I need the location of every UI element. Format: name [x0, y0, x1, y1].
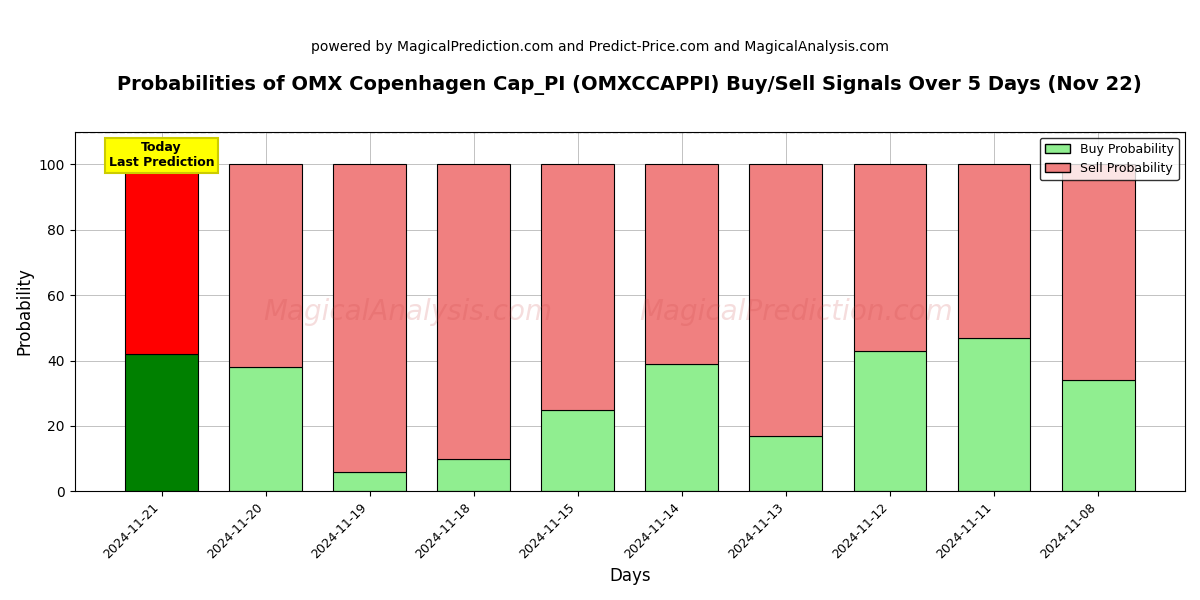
Bar [334, 472, 406, 491]
Bar [750, 164, 822, 436]
Legend: Buy Probability, Sell Probability: Buy Probability, Sell Probability [1040, 138, 1178, 180]
Bar [958, 164, 1031, 338]
Text: powered by MagicalPrediction.com and Predict-Price.com and MagicalAnalysis.com: powered by MagicalPrediction.com and Pre… [311, 40, 889, 54]
Text: MagicalAnalysis.com: MagicalAnalysis.com [263, 298, 552, 326]
Bar [541, 410, 614, 491]
Bar [437, 458, 510, 491]
Bar [229, 367, 302, 491]
Bar [958, 338, 1031, 491]
Bar [750, 436, 822, 491]
Title: Probabilities of OMX Copenhagen Cap_PI (OMXCCAPPI) Buy/Sell Signals Over 5 Days : Probabilities of OMX Copenhagen Cap_PI (… [118, 75, 1142, 95]
Bar [1062, 164, 1134, 380]
X-axis label: Days: Days [610, 567, 650, 585]
Bar [125, 164, 198, 354]
Bar [1062, 380, 1134, 491]
Bar [853, 164, 926, 351]
Bar [229, 164, 302, 367]
Bar [646, 164, 719, 364]
Y-axis label: Probability: Probability [16, 268, 34, 355]
Bar [541, 164, 614, 410]
Bar [125, 354, 198, 491]
Text: MagicalPrediction.com: MagicalPrediction.com [640, 298, 953, 326]
Bar [334, 164, 406, 472]
Text: Today
Last Prediction: Today Last Prediction [109, 142, 215, 169]
Bar [853, 351, 926, 491]
Bar [437, 164, 510, 458]
Bar [646, 364, 719, 491]
